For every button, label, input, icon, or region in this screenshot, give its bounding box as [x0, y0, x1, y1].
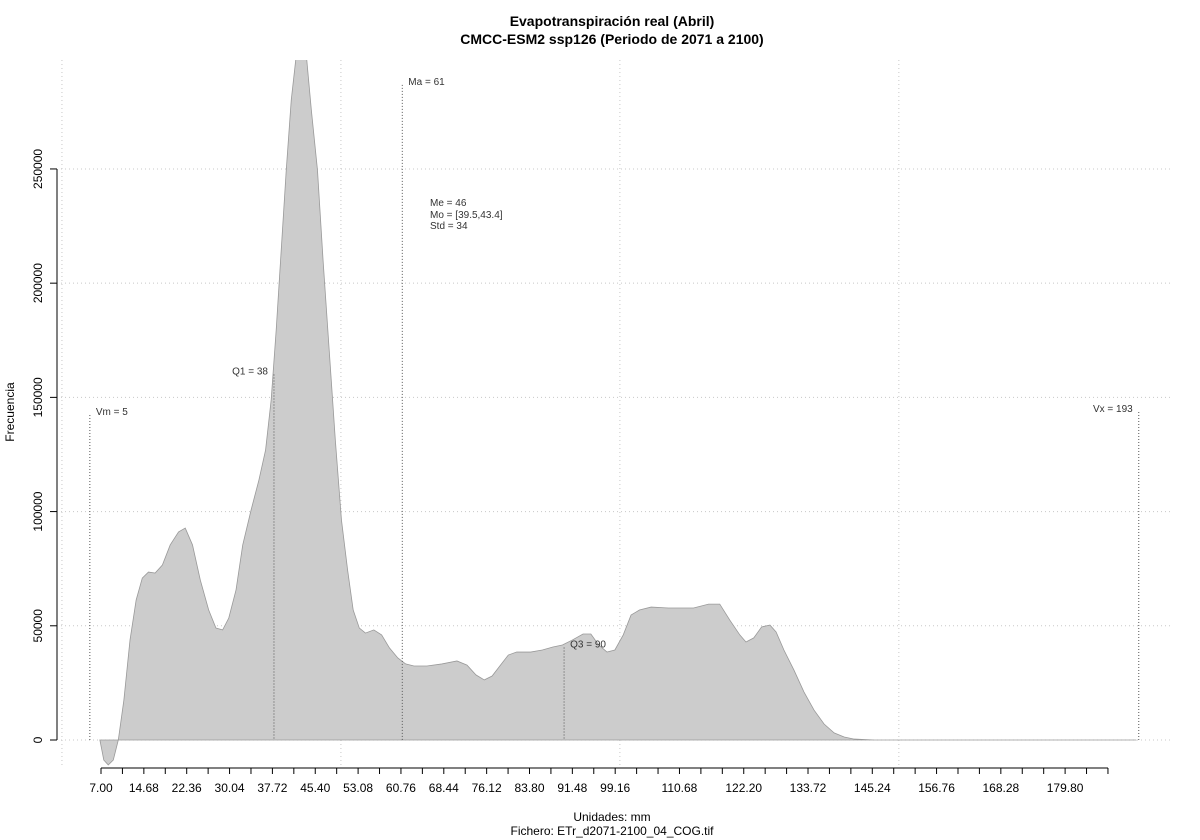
stat-text: Std = 34 — [430, 221, 468, 232]
x-tick-label: 99.16 — [600, 781, 630, 795]
x-tick-label: 122.20 — [725, 781, 762, 795]
x-tick-label: 22.36 — [172, 781, 202, 795]
y-tick-label: 250000 — [31, 149, 45, 189]
y-tick-label: 0 — [31, 736, 45, 743]
chart-title: Evapotranspiración real (Abril) — [510, 13, 715, 29]
x-tick-label: 45.40 — [300, 781, 330, 795]
x-tick-label: 145.24 — [854, 781, 891, 795]
annotation-label: Q3 = 90 — [570, 639, 606, 650]
x-tick-label: 168.28 — [982, 781, 1019, 795]
x-tick-label: 30.04 — [215, 781, 245, 795]
stat-text: Mo = [39.5,43.4] — [430, 210, 503, 221]
y-tick-label: 50000 — [31, 609, 45, 643]
annotation-label: Vm = 5 — [96, 407, 128, 418]
chart-subtitle: CMCC-ESM2 ssp126 (Periodo de 2071 a 2100… — [460, 31, 763, 47]
x-tick-label: 76.12 — [472, 781, 502, 795]
x-tick-label: 156.76 — [918, 781, 955, 795]
x-tick-label: 14.68 — [129, 781, 159, 795]
x-tick-label: 179.80 — [1047, 781, 1084, 795]
x-tick-label: 60.76 — [386, 781, 416, 795]
annotation-label: Vx = 193 — [1093, 404, 1133, 415]
density-area — [99, 60, 1137, 766]
x-tick-label: 7.00 — [89, 781, 113, 795]
x-tick-label: 91.48 — [557, 781, 587, 795]
caption: Fichero: ETr_d2071-2100_04_COG.tif — [511, 824, 715, 838]
y-tick-label: 100000 — [31, 491, 45, 531]
x-tick-label: 83.80 — [514, 781, 544, 795]
x-tick-label: 68.44 — [429, 781, 459, 795]
y-tick-label: 200000 — [31, 263, 45, 303]
annotation-label: Q1 = 38 — [232, 367, 268, 378]
stat-text: Me = 46 — [430, 198, 467, 209]
x-tick-label: 53.08 — [343, 781, 373, 795]
y-axis-label: Frecuencia — [3, 382, 17, 442]
plot-area — [99, 60, 1137, 766]
x-axis-label: Unidades: mm — [573, 810, 650, 824]
x-tick-label: 37.72 — [257, 781, 287, 795]
x-tick-label: 133.72 — [790, 781, 827, 795]
annotation-label: Ma = 61 — [408, 77, 445, 88]
y-tick-label: 150000 — [31, 377, 45, 417]
x-tick-label: 110.68 — [662, 781, 698, 795]
